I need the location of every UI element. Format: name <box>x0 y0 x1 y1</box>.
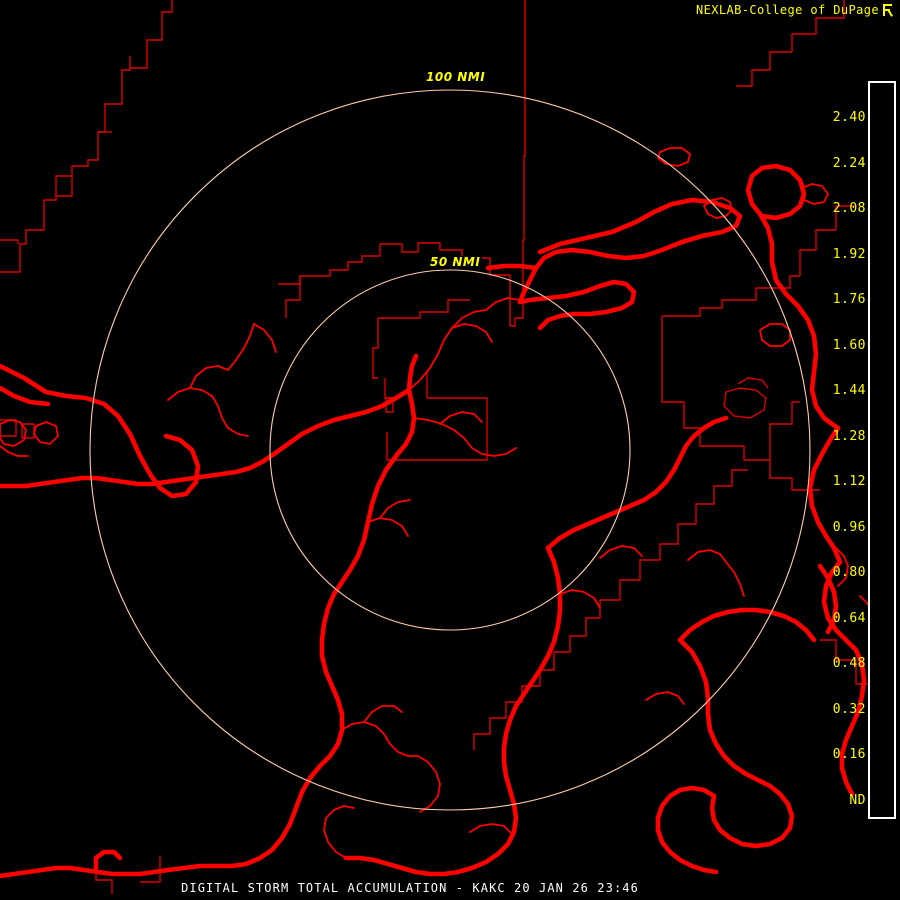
color-scale-tick-labels: 2.40 2.24 2.08 1.92 1.76 1.60 1.44 1.28 1.12 0.96… <box>826 81 866 819</box>
color-scale-tick: 1.44 <box>832 383 866 398</box>
provider-name: NEXLAB-College of DuPage <box>696 3 879 17</box>
color-scale-tick: 0.96 <box>832 519 866 535</box>
color-scale-tick: 0.80 <box>832 565 866 580</box>
range-rings <box>89 89 811 811</box>
color-scale-tick: 0.32 <box>832 701 866 717</box>
cod-logo-icon <box>883 4 894 17</box>
range-ring-label-100nmi: 100 NMI <box>424 70 488 84</box>
color-scale-tick: 0.48 <box>832 656 866 671</box>
color-scale-tick: 0.16 <box>832 747 866 762</box>
range-ring-50nmi <box>269 269 631 631</box>
color-scale-tick: 2.08 <box>832 201 866 216</box>
county-boundaries <box>0 0 876 894</box>
color-scale-product-code: DSA <box>868 50 897 69</box>
color-scale-tick: 1.92 <box>832 246 866 262</box>
color-scale-tick: ND <box>849 792 866 808</box>
provider-attribution: NEXLAB-College of DuPage <box>696 3 894 17</box>
color-scale-bar[interactable] <box>868 81 896 819</box>
color-scale-units: [IN] <box>836 63 875 82</box>
range-ring-label-50nmi: 50 NMI <box>428 255 483 269</box>
color-scale-tick: 1.76 <box>832 292 866 307</box>
color-scale-tick: 2.40 <box>832 110 866 125</box>
color-scale-tick: 1.60 <box>832 337 866 353</box>
color-scale-tick: 1.28 <box>832 428 866 444</box>
range-ring-100nmi <box>89 89 811 811</box>
color-scale-tick: 1.12 <box>832 474 866 489</box>
color-scale-frame <box>868 81 896 819</box>
product-caption: DIGITAL STORM TOTAL ACCUMULATION - KAKC … <box>181 881 639 895</box>
color-scale-tick: 2.24 <box>832 155 866 171</box>
color-scale-tick: 0.64 <box>832 610 866 626</box>
